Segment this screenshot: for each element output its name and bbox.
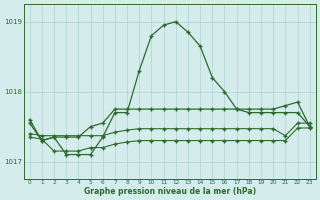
X-axis label: Graphe pression niveau de la mer (hPa): Graphe pression niveau de la mer (hPa) — [84, 187, 256, 196]
